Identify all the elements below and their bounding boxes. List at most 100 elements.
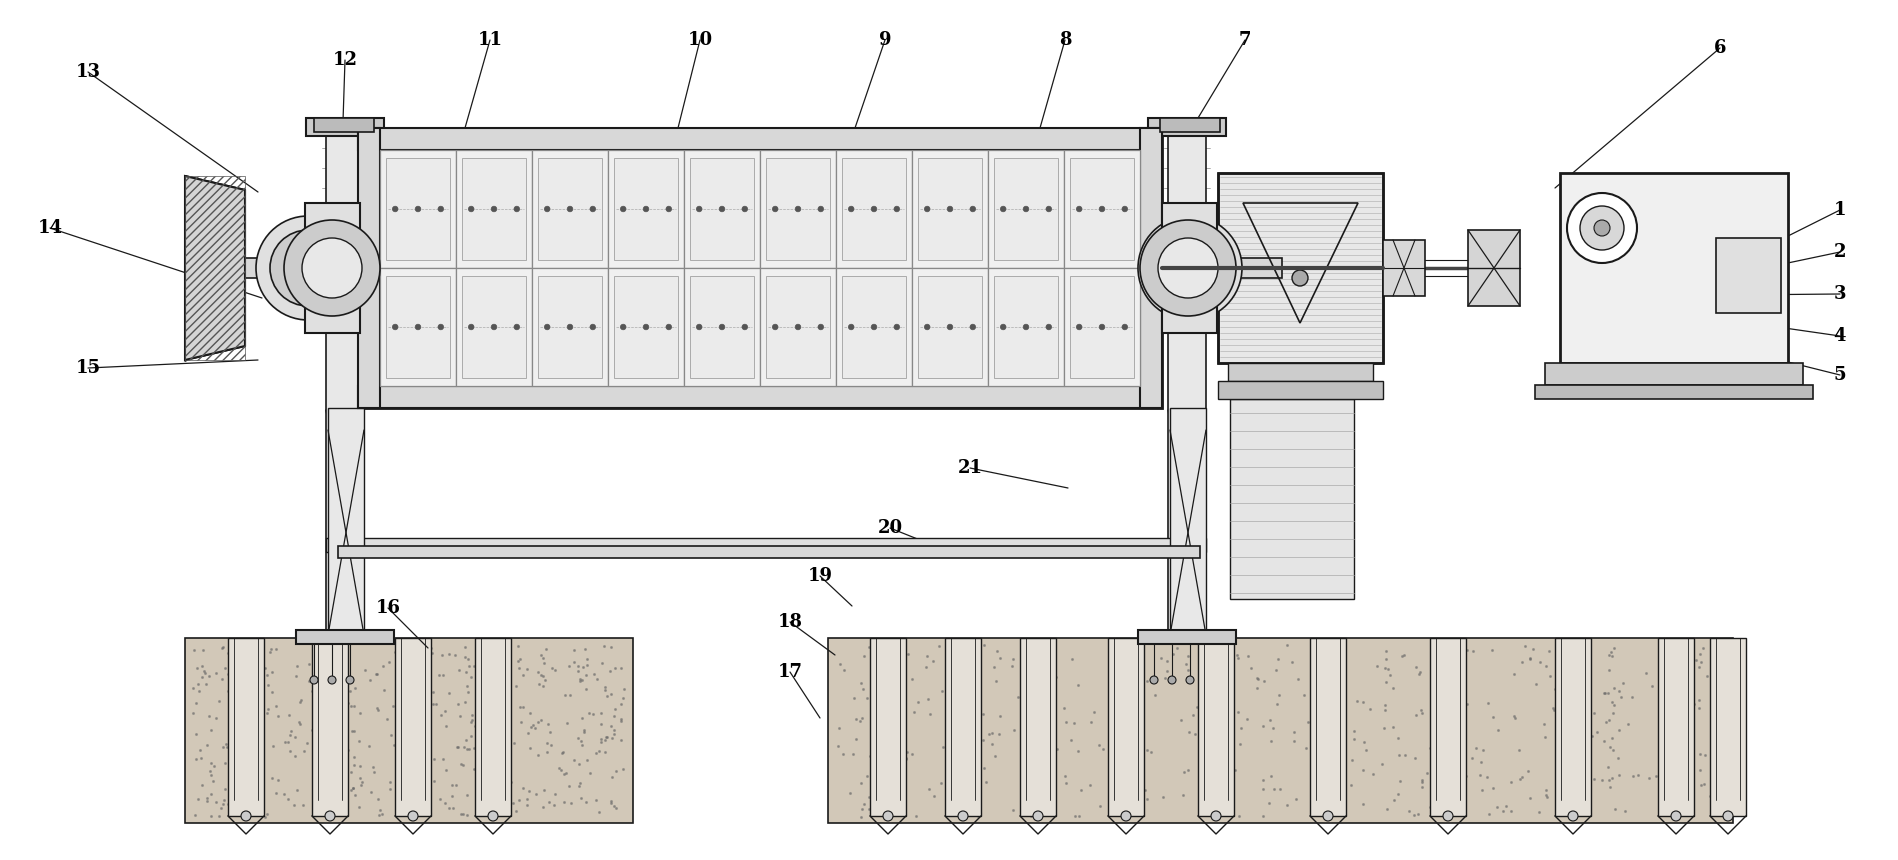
Point [552, 779, 583, 793]
Point [201, 666, 232, 679]
Point [1139, 689, 1169, 703]
Bar [359, 386, 1162, 408]
Point [469, 686, 499, 700]
Point [1378, 793, 1408, 807]
Point [1258, 783, 1289, 796]
Point [562, 664, 592, 678]
Point [404, 740, 435, 754]
Point [896, 672, 926, 685]
Point [936, 799, 966, 813]
Text: 19: 19 [807, 567, 831, 585]
Point [1262, 653, 1293, 666]
Point [300, 761, 330, 775]
Point [503, 661, 533, 675]
Point [1386, 649, 1416, 663]
Point [484, 763, 514, 777]
Point [605, 712, 636, 726]
Point [1300, 759, 1330, 773]
Point [338, 724, 368, 738]
Point [511, 798, 541, 812]
Point [454, 660, 484, 673]
Point [1685, 654, 1716, 668]
Point [1530, 783, 1560, 797]
Circle shape [924, 206, 930, 212]
Point [207, 642, 237, 655]
Point [507, 668, 537, 682]
Point [514, 784, 545, 798]
Point [845, 715, 875, 728]
Point [1179, 727, 1209, 740]
Point [1611, 717, 1642, 731]
Circle shape [590, 206, 596, 212]
Circle shape [270, 230, 345, 306]
Point [960, 658, 991, 672]
Point [1203, 744, 1234, 758]
Point [232, 640, 262, 654]
Point [195, 809, 226, 823]
Point [839, 691, 869, 705]
Point [1422, 710, 1452, 724]
Point [340, 698, 370, 712]
Point [1217, 740, 1247, 753]
Point [186, 659, 216, 673]
Point [1131, 792, 1162, 806]
Point [190, 677, 220, 691]
Point [1405, 665, 1435, 679]
Point [1222, 705, 1253, 719]
Point [883, 693, 913, 707]
Point [531, 642, 562, 655]
Point [856, 744, 886, 758]
Point [317, 781, 347, 795]
Point [431, 719, 461, 733]
Point [1008, 728, 1038, 742]
Point [404, 777, 435, 791]
Point [1649, 779, 1680, 793]
Point [368, 684, 399, 697]
Point [484, 658, 514, 672]
Circle shape [1139, 220, 1236, 316]
Point [1012, 747, 1042, 761]
Point [514, 706, 545, 720]
Point [228, 677, 258, 691]
Circle shape [772, 324, 778, 329]
Point [325, 778, 355, 792]
Point [1515, 651, 1545, 665]
Point [209, 794, 239, 808]
Point [1610, 804, 1640, 818]
Point [412, 740, 442, 753]
Circle shape [947, 324, 953, 329]
Circle shape [545, 206, 550, 212]
Point [304, 805, 334, 819]
Point [1361, 660, 1391, 673]
Point [213, 796, 243, 810]
Point [1427, 748, 1458, 762]
Point [431, 796, 461, 809]
Point [262, 772, 292, 786]
Point [1598, 681, 1628, 695]
Point [1078, 705, 1108, 719]
Point [317, 797, 347, 811]
Point [216, 697, 247, 710]
Point [533, 796, 564, 809]
Point [1057, 653, 1088, 666]
Point [829, 663, 860, 677]
Point [581, 673, 611, 686]
Point [1655, 786, 1685, 800]
Point [347, 775, 378, 789]
Point [488, 638, 518, 652]
Point [1348, 734, 1378, 748]
Point [1241, 681, 1272, 695]
Point [478, 727, 509, 740]
Point [275, 724, 306, 738]
Point [1348, 797, 1378, 811]
Point [1437, 648, 1467, 661]
Point [311, 746, 342, 760]
Point [1528, 716, 1558, 730]
Circle shape [742, 206, 748, 212]
Point [1697, 778, 1727, 792]
Circle shape [416, 206, 421, 212]
Point [1452, 697, 1482, 711]
Point [368, 660, 399, 673]
Point [1418, 773, 1448, 787]
Point [1275, 655, 1306, 669]
